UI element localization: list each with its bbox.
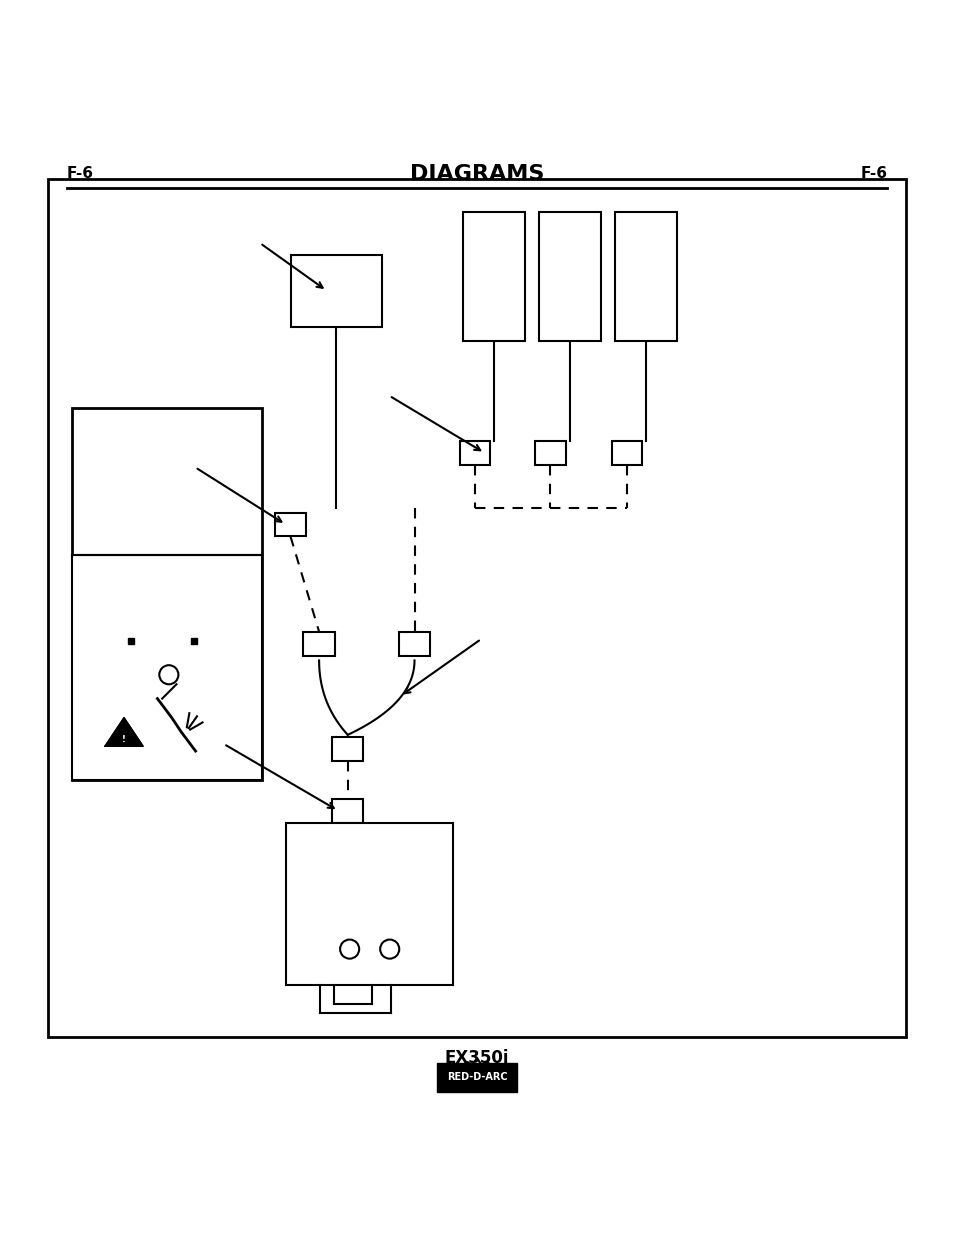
Text: EX350i: EX350i [444,1050,509,1067]
FancyBboxPatch shape [535,441,565,464]
FancyBboxPatch shape [71,556,262,779]
FancyBboxPatch shape [615,212,677,341]
FancyBboxPatch shape [332,737,363,761]
FancyBboxPatch shape [303,632,335,656]
Text: F-6: F-6 [860,167,886,182]
FancyBboxPatch shape [462,212,524,341]
FancyBboxPatch shape [286,823,453,984]
Polygon shape [105,718,143,746]
Text: RED-D-ARC: RED-D-ARC [446,1072,507,1082]
FancyBboxPatch shape [611,441,641,464]
FancyBboxPatch shape [291,254,381,326]
FancyBboxPatch shape [459,441,490,464]
FancyBboxPatch shape [538,212,600,341]
Text: DIAGRAMS: DIAGRAMS [410,164,543,184]
FancyBboxPatch shape [48,179,905,1037]
FancyBboxPatch shape [398,632,430,656]
Text: !: ! [122,735,126,745]
FancyBboxPatch shape [71,408,262,779]
FancyBboxPatch shape [332,799,363,823]
Text: F-6: F-6 [67,167,93,182]
FancyBboxPatch shape [274,513,306,536]
